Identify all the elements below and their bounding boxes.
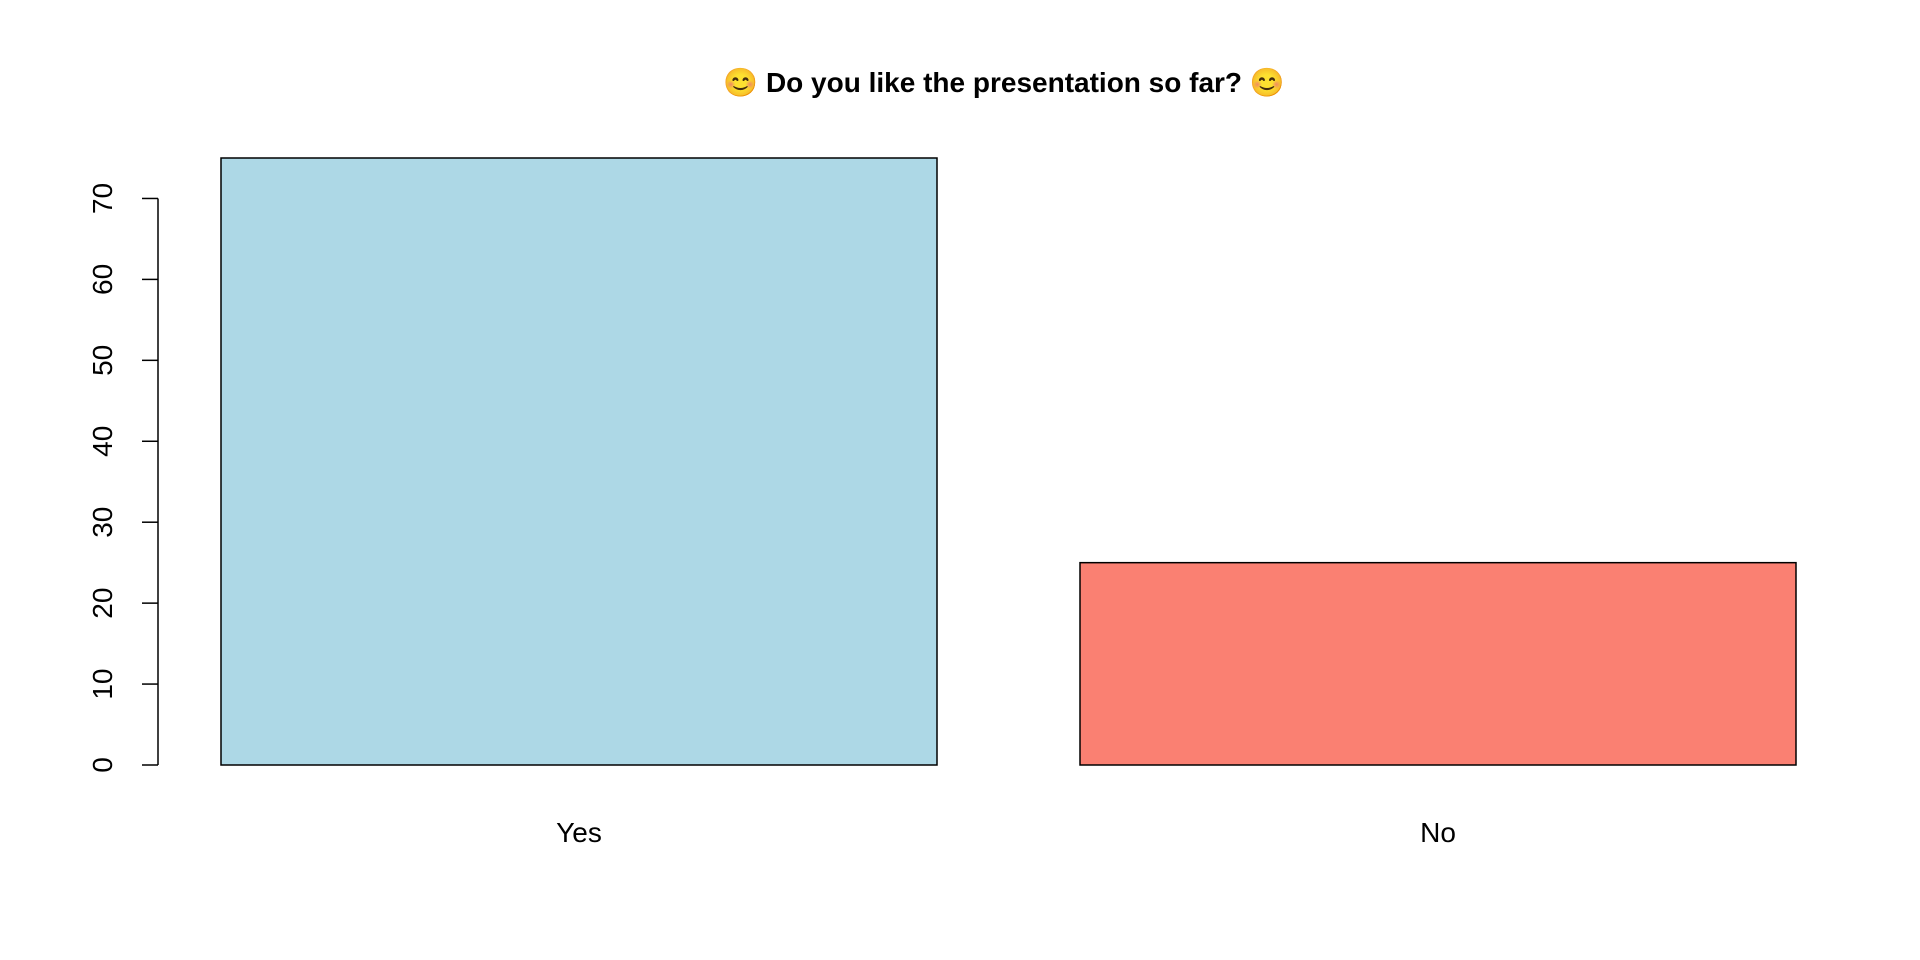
y-tick-label: 20 <box>87 588 118 619</box>
x-axis-labels: Yes No <box>556 817 1456 848</box>
y-tick-label: 60 <box>87 264 118 295</box>
bars-group <box>220 157 1797 766</box>
y-tick-label: 70 <box>87 183 118 214</box>
x-category-label: No <box>1420 817 1456 848</box>
y-tick-label: 0 <box>87 757 118 773</box>
y-tick-label: 10 <box>87 668 118 699</box>
y-tick-label: 50 <box>87 345 118 376</box>
bar-no <box>1079 561 1797 766</box>
bar-yes <box>220 157 938 766</box>
y-axis: 0 10 20 30 40 50 60 70 <box>87 183 159 773</box>
chart-title: 😊 Do you like the presentation so far? 😊 <box>723 67 1284 98</box>
y-tick-label: 40 <box>87 426 118 457</box>
y-tick-label: 30 <box>87 507 118 538</box>
x-category-label: Yes <box>556 817 602 848</box>
